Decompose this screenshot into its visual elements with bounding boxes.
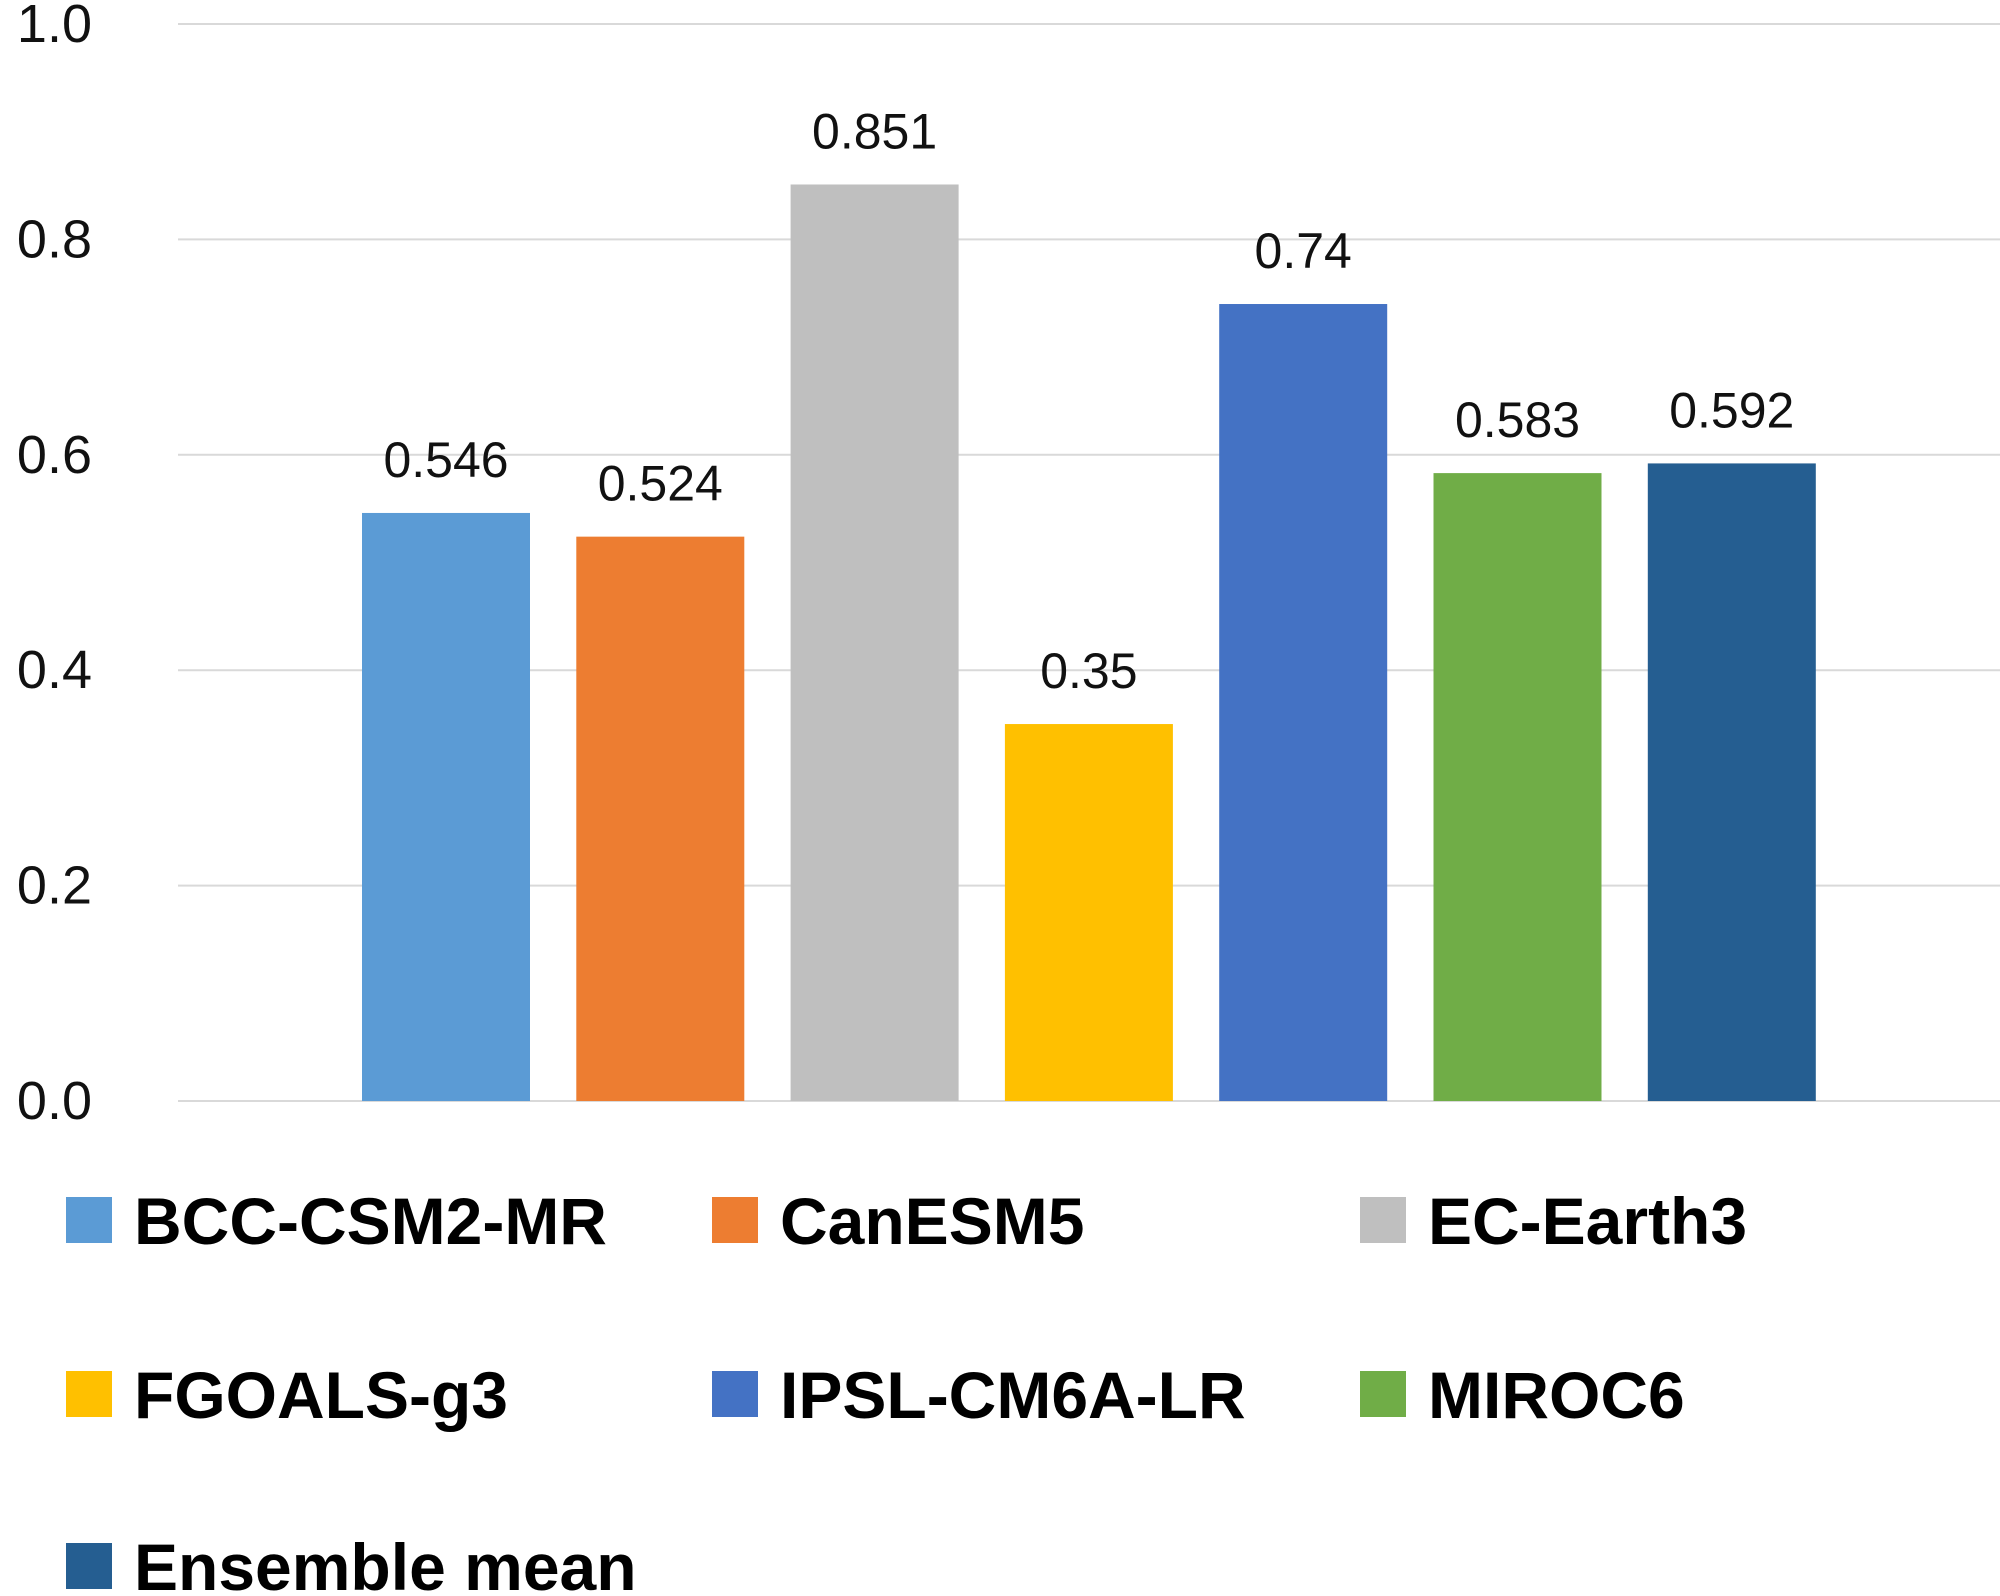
data-label: 0.546 [383, 432, 508, 488]
legend-label: Ensemble mean [134, 1530, 637, 1596]
y-tick-label: 0.2 [17, 856, 92, 916]
legend-swatch [66, 1371, 112, 1417]
bar [576, 536, 745, 1101]
data-label: 0.851 [812, 103, 937, 159]
legend-label: MIROC6 [1428, 1358, 1685, 1432]
bar [1219, 304, 1388, 1101]
y-tick-label: 0.8 [17, 209, 92, 269]
legend-swatch [66, 1543, 112, 1589]
data-label: 0.524 [598, 456, 723, 512]
legend-swatch [66, 1197, 112, 1243]
legend-swatch [1360, 1197, 1406, 1243]
bar [1647, 463, 1816, 1101]
bars [362, 184, 1816, 1101]
legend-label: IPSL-CM6A-LR [780, 1358, 1246, 1432]
legend: BCC-CSM2-MR CanESM5 EC-Earth3 FGOALS-g3 IPSL… [66, 1184, 1747, 1596]
y-tick-label: 0.4 [17, 640, 92, 700]
legend-label: FGOALS-g3 [134, 1358, 508, 1432]
legend-swatch [1360, 1371, 1406, 1417]
bar [1004, 724, 1173, 1101]
legend-label: BCC-CSM2-MR [134, 1184, 607, 1258]
y-axis-tick-labels: 0.0 0.2 0.4 0.6 0.8 1.0 [17, 0, 92, 1131]
bar [1433, 473, 1602, 1101]
legend-label: EC-Earth3 [1428, 1184, 1747, 1258]
y-tick-label: 0.6 [17, 425, 92, 485]
bar [790, 184, 959, 1101]
data-label: 0.592 [1669, 382, 1794, 438]
legend-label: CanESM5 [780, 1184, 1084, 1258]
data-label: 0.35 [1040, 643, 1137, 699]
y-tick-label: 0.0 [17, 1071, 92, 1131]
y-tick-label: 1.0 [17, 0, 92, 54]
data-label: 0.583 [1455, 392, 1580, 448]
legend-swatch [712, 1197, 758, 1243]
data-labels: 0.546 0.524 0.851 0.35 0.74 0.583 0.592 [383, 103, 1794, 699]
bar [362, 512, 530, 1101]
data-label: 0.74 [1255, 223, 1352, 279]
legend-swatch [712, 1371, 758, 1417]
